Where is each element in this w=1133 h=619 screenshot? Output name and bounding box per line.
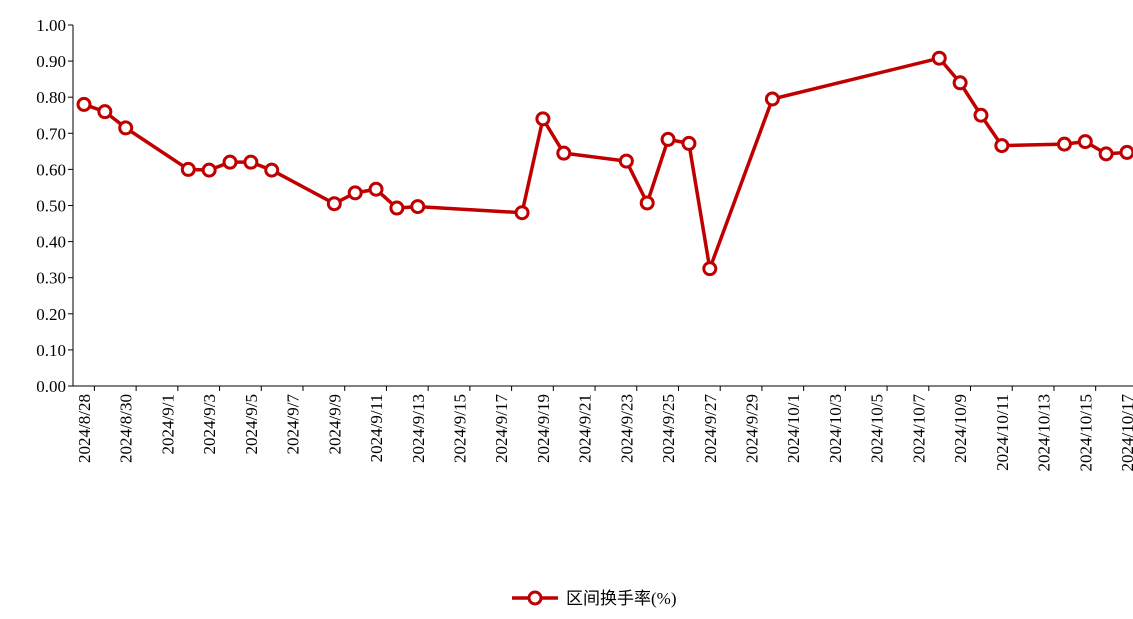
y-tick-label: 0.40	[36, 233, 66, 252]
point	[1119, 144, 1133, 160]
point	[201, 162, 217, 178]
point	[702, 261, 718, 277]
x-tick-label: 2024/10/3	[826, 394, 845, 463]
x-tick-label: 2024/9/5	[242, 394, 261, 454]
point	[1098, 146, 1114, 162]
point	[326, 196, 342, 212]
y-tick-label: 1.00	[36, 16, 66, 35]
x-tick-label: 2024/9/9	[325, 394, 344, 454]
point	[368, 181, 384, 197]
x-tick-label: 2024/9/17	[492, 394, 511, 463]
x-tick-label: 2024/9/21	[576, 394, 595, 463]
point	[556, 145, 572, 161]
x-tick-label: 2024/9/25	[659, 394, 678, 463]
point	[994, 138, 1010, 154]
point	[222, 154, 238, 170]
x-tick-label: 2024/9/23	[617, 394, 636, 463]
x-tick-label: 2024/9/1	[158, 394, 177, 454]
x-tick-label: 2024/8/28	[75, 394, 94, 463]
y-tick-label: 0.10	[36, 341, 66, 360]
point	[410, 199, 426, 215]
point	[347, 185, 363, 201]
y-tick-label: 0.20	[36, 305, 66, 324]
x-tick-label: 2024/9/15	[450, 394, 469, 463]
point	[180, 161, 196, 177]
point	[97, 104, 113, 120]
legend-marker	[527, 590, 543, 606]
point	[1056, 136, 1072, 152]
y-tick-label: 0.90	[36, 52, 66, 71]
x-tick-label: 2024/10/15	[1076, 394, 1095, 471]
point	[931, 50, 947, 66]
line-series	[83, 56, 1128, 276]
x-tick-label: 2024/9/11	[367, 394, 386, 462]
point	[243, 154, 259, 170]
y-tick-label: 0.70	[36, 124, 66, 143]
point	[681, 135, 697, 151]
x-tick-label: 2024/10/7	[909, 394, 928, 463]
x-tick-label: 2024/10/13	[1035, 394, 1054, 471]
point	[660, 131, 676, 147]
x-tick-label: 2024/9/13	[409, 394, 428, 463]
point	[118, 120, 134, 136]
point	[1077, 134, 1093, 150]
y-tick-label: 0.00	[36, 377, 66, 396]
legend-label: 区间换手率(%)	[566, 589, 676, 608]
x-tick-label: 2024/9/27	[701, 394, 720, 463]
y-tick-label: 0.50	[36, 197, 66, 216]
x-tick-label: 2024/8/30	[117, 394, 136, 463]
point	[639, 195, 655, 211]
x-tick-label: 2024/10/11	[993, 394, 1012, 471]
point	[618, 153, 634, 169]
point	[514, 205, 530, 221]
y-tick-label: 0.60	[36, 160, 66, 179]
point	[76, 96, 92, 112]
point	[952, 75, 968, 91]
x-tick-label: 2024/10/9	[951, 394, 970, 463]
point	[973, 107, 989, 123]
point	[535, 111, 551, 127]
x-tick-label: 2024/9/19	[534, 394, 553, 463]
point	[389, 200, 405, 216]
x-tick-label: 2024/10/5	[868, 394, 887, 463]
y-tick-label: 0.30	[36, 269, 66, 288]
point	[764, 91, 780, 107]
point	[264, 162, 280, 178]
x-tick-label: 2024/9/7	[284, 394, 303, 455]
x-tick-label: 2024/10/17	[1118, 394, 1133, 472]
x-tick-label: 2024/9/3	[200, 394, 219, 454]
x-tick-label: 2024/10/1	[784, 394, 803, 463]
y-tick-label: 0.80	[36, 88, 66, 107]
x-tick-label: 2024/9/29	[743, 394, 762, 463]
